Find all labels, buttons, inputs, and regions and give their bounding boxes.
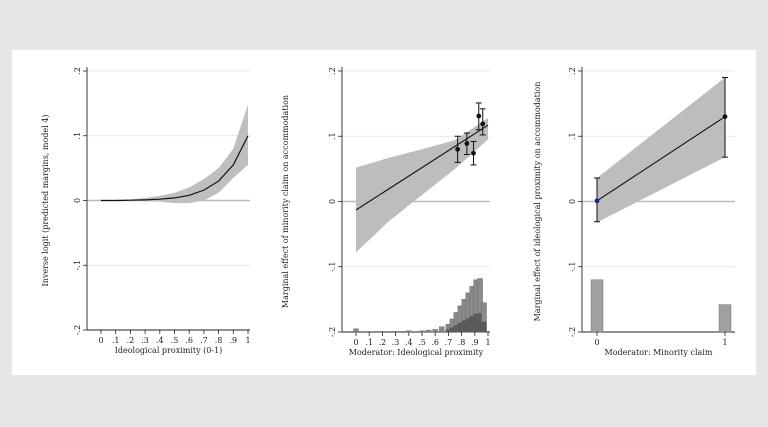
x-tick-label: .1 — [365, 338, 373, 347]
y-tick-label: .2 — [568, 67, 577, 75]
x-tick-label: .4 — [405, 338, 413, 347]
y-axis-label: Inverse logit (predicted margins, model … — [41, 115, 50, 287]
x-tick-label: .8 — [215, 336, 223, 345]
x-tick-label: .5 — [418, 338, 426, 347]
x-tick-label: .7 — [200, 336, 208, 345]
x-tick-label: 1 — [485, 338, 490, 347]
x-tick-label: 1 — [722, 338, 727, 347]
y-tick-label: -.1 — [568, 262, 577, 272]
x-tick-label: .9 — [229, 336, 237, 345]
histogram-bar — [419, 330, 425, 333]
histogram-bar — [406, 330, 412, 333]
confidence-band — [597, 77, 725, 223]
x-tick-label: .8 — [458, 338, 466, 347]
histogram-bar — [379, 331, 386, 333]
histogram-bar-inner — [461, 320, 467, 332]
chart-panel-right: .2 .1 0 -.1 -.2 0 1 Moderator: Minority claim Ma… — [533, 67, 735, 357]
histogram-bar — [366, 331, 372, 333]
chart-panel-left: .2 .1 0 -.1 -.2 0 .1 .2 .3 .4 .5 .6 .7 .8 .9 1 Ideologic… — [41, 67, 251, 355]
histogram-bar-inner — [449, 327, 455, 332]
effect-line — [596, 116, 726, 202]
histogram-bar-inner — [481, 321, 487, 332]
data-point — [455, 146, 461, 152]
y-tick-label: -.2 — [328, 327, 337, 337]
y-tick-label: -.2 — [73, 325, 82, 335]
histogram-bar — [439, 326, 445, 333]
chart-panel-middle: .2 .1 0 -.1 -.2 0 .1 .2 .3 .4 .5 .6 .7 .8 .9 1Moderator… — [281, 67, 491, 357]
data-point — [722, 114, 728, 120]
data-point — [476, 113, 482, 119]
histogram-bar — [392, 331, 399, 333]
confidence-band — [356, 117, 488, 253]
histogram-bar — [590, 279, 604, 333]
data-point — [464, 141, 470, 146]
x-tick-label: .7 — [445, 338, 453, 347]
y-axis-label: Marginal effect of ideological proximity… — [533, 82, 542, 322]
data-point — [594, 198, 600, 204]
histogram-bar-inner — [477, 313, 483, 332]
histogram-bar — [718, 304, 732, 333]
series-line — [101, 135, 249, 202]
x-tick-label: .4 — [156, 336, 164, 345]
histogram-bar-inner — [453, 325, 459, 332]
y-axis-label: Marginal effect of minority claim on acc… — [281, 95, 290, 308]
y-tick-label: -.1 — [73, 260, 82, 270]
x-tick-label: 0 — [353, 338, 358, 347]
x-tick-label: .9 — [471, 338, 479, 347]
y-tick-label: .2 — [73, 67, 82, 75]
histogram-bar — [432, 329, 438, 333]
x-axis-label: Ideological proximity (0-1) — [115, 346, 223, 355]
y-tick-label: .1 — [328, 132, 337, 140]
x-tick-label: .6 — [431, 338, 439, 347]
histogram-bar — [425, 329, 432, 333]
x-tick-label: 0 — [594, 338, 599, 347]
effect-line — [355, 124, 489, 211]
y-tick-label: .1 — [568, 132, 577, 140]
y-tick-label: 0 — [73, 198, 82, 203]
chart-figure: .2 .1 0 -.1 -.2 0 .1 .2 .3 .4 .5 .6 .7 .8 .9 1 Ideologic… — [41, 67, 735, 357]
confidence-band — [101, 104, 248, 204]
x-tick-label: .1 — [112, 336, 120, 345]
data-point — [480, 121, 486, 127]
x-tick-label: .3 — [392, 338, 400, 347]
histogram-bar-inner — [469, 316, 475, 332]
figure-canvas: .2 .1 0 -.1 -.2 0 .1 .2 .3 .4 .5 .6 .7 .8 .9 1 Ideologic… — [12, 50, 756, 375]
x-axis-label: Moderator: Minority claim — [605, 348, 713, 357]
y-tick-label: .2 — [328, 67, 337, 75]
x-tick-label: 0 — [98, 336, 103, 345]
histogram-bar-inner — [445, 329, 451, 332]
histogram-bar-inner — [457, 322, 463, 332]
x-tick-label: 1 — [245, 336, 250, 345]
x-tick-label: .2 — [127, 336, 135, 345]
histogram-bar-inner — [465, 318, 471, 332]
x-tick-label: .3 — [141, 336, 149, 345]
y-tick-label: 0 — [328, 199, 337, 204]
y-tick-label: .1 — [73, 132, 82, 140]
data-point — [471, 150, 476, 156]
x-tick-label: .6 — [185, 336, 193, 345]
y-tick-label: 0 — [568, 199, 577, 204]
x-tick-label: .2 — [379, 338, 387, 347]
y-tick-label: -.2 — [568, 327, 577, 337]
x-axis-label: Moderator: Ideological proximity — [349, 348, 484, 357]
x-tick-label: .5 — [171, 336, 179, 345]
histogram-bar — [353, 328, 359, 333]
histogram-bar-inner — [473, 313, 479, 332]
y-tick-label: -.1 — [328, 262, 337, 272]
